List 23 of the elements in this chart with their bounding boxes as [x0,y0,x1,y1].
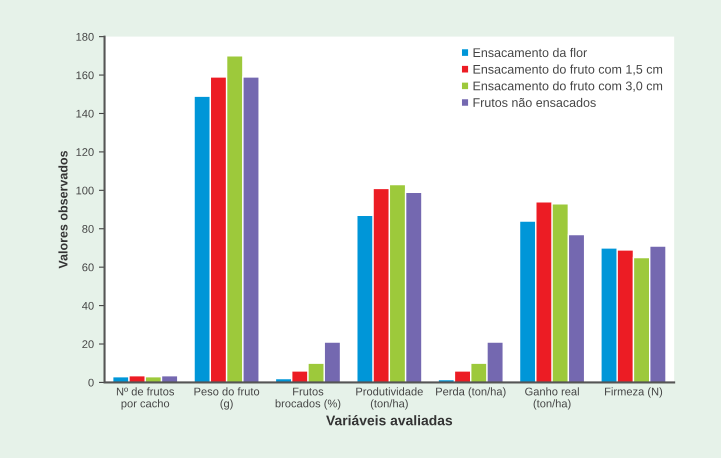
legend-label: Ensacamento do fruto com 1,5 cm [474,64,662,76]
y-tick-label: 120 [76,148,94,156]
y-tick-label: 180 [76,32,94,41]
x-tick-label: Peso do fruto (g) [194,387,260,410]
y-tick-label: 80 [82,225,94,233]
legend-label: Ensacamento do fruto com 3,0 cm [474,81,662,92]
y-tick-label: 60 [82,263,94,272]
x-tick-label: Frutos brocados (%) [276,388,340,410]
x-tick-label: Firmeza (N) [605,387,662,398]
x-tick-label: Ganho real (ton/ha) [525,387,579,410]
y-tick-label: 20 [82,340,94,348]
x-tick-label: Produtividade (ton/ha) [356,387,423,410]
y-tick-label: 160 [76,71,94,80]
x-tick-label: Nº de frutos por cacho [116,387,174,410]
y-axis-title: Valores observados [58,150,68,269]
x-tick-label: Perda (ton/ha) [436,387,506,398]
x-axis-title: Variáveis avaliadas [326,415,452,426]
y-tick-label: 0 [88,378,94,387]
y-tick-label: 100 [76,186,94,194]
legend-label: Ensacamento da flor [474,48,587,58]
legend-label: Frutos não ensacados [474,98,596,108]
y-tick-label: 40 [82,302,94,310]
y-tick-label: 140 [76,110,94,118]
